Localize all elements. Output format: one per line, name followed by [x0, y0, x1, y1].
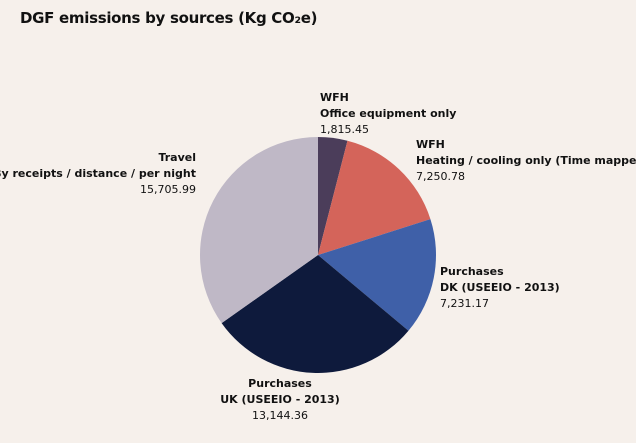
- chart-title: DGF emissions by sources (Kg CO₂e): [20, 9, 318, 27]
- slice-label-travel: Travel By receipts / distance / per nigh…: [0, 150, 196, 198]
- slice-label-subtitle: Office equipment only: [320, 107, 457, 120]
- slice-label-wfh-heating: WFH Heating / cooling only (Time mapped)…: [416, 137, 636, 185]
- slice-label-value: 15,705.99: [140, 183, 196, 196]
- slice-label-title: Travel: [158, 151, 196, 164]
- slice-label-value: 1,815.45: [320, 123, 369, 136]
- slice-label-subtitle: Heating / cooling only (Time mapped): [416, 154, 636, 167]
- slice-label-purchases-uk: Purchases UK (USEEIO - 2013) 13,144.36: [210, 376, 350, 424]
- slice-label-value: 7,250.78: [416, 170, 465, 183]
- slice-label-subtitle: UK (USEEIO - 2013): [220, 393, 340, 406]
- slice-label-subtitle: By receipts / distance / per night: [0, 167, 196, 180]
- pie-slice-2: [318, 219, 436, 331]
- slice-label-title: Purchases: [440, 265, 504, 278]
- slice-label-wfh-office: WFH Office equipment only 1,815.45: [320, 90, 456, 138]
- slice-label-value: 7,231.17: [440, 297, 489, 310]
- pie-slice-1: [318, 140, 431, 255]
- slice-label-purchases-dk: Purchases DK (USEEIO - 2013) 7,231.17: [440, 264, 560, 312]
- slice-label-title: Purchases: [248, 377, 312, 390]
- pie-slice-3: [221, 255, 409, 373]
- slice-label-title: WFH: [416, 138, 445, 151]
- pie-slice-4: [200, 137, 318, 324]
- slice-label-title: WFH: [320, 91, 349, 104]
- slice-label-subtitle: DK (USEEIO - 2013): [440, 281, 560, 294]
- pie-slice-0: [318, 137, 348, 255]
- slice-label-value: 13,144.36: [252, 409, 308, 422]
